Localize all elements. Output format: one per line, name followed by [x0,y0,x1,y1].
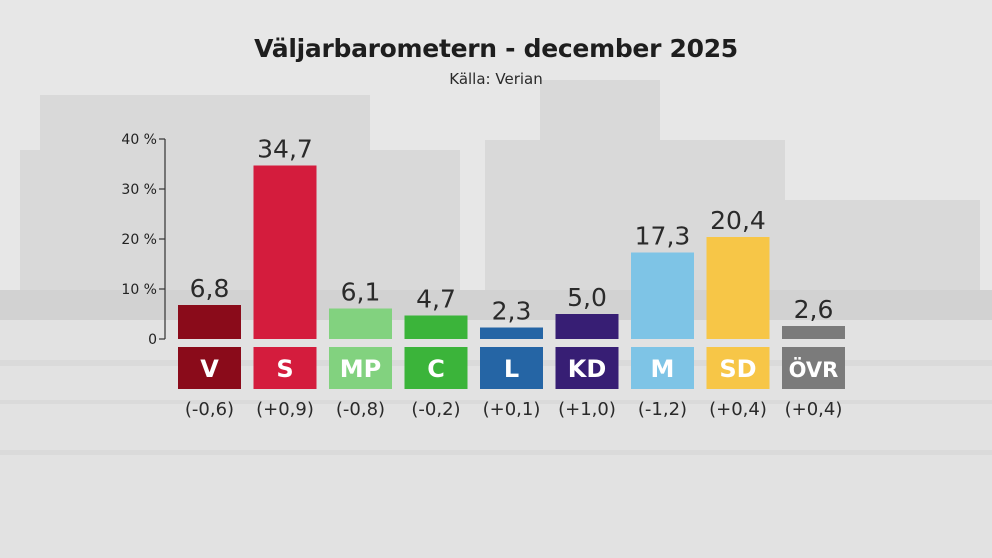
party-box-c [404,347,468,389]
value-label-mp: 6,1 [341,278,381,307]
bar-kd [555,314,619,339]
change-label-l: (+0,1) [483,399,541,420]
change-label-mp: (-0,8) [336,399,385,420]
change-label-c: (-0,2) [411,399,460,420]
party-box-mp [329,347,392,389]
party-box-sd [706,347,770,389]
bars: 6,8 V (-0,6) 34,7 S (+0,9) 6,1 MP (-0,8) 4,7 C (-0,… [178,135,845,420]
change-label-kd: (+1,0) [558,399,616,420]
party-label-övr: ÖVR [789,357,839,382]
bar-mp [329,308,392,339]
chart-source: Källa: Verian [449,70,543,88]
value-label-v: 6,8 [190,274,230,303]
value-label-sd: 20,4 [710,206,766,235]
party-box-m [631,347,694,389]
party-label-l: L [504,355,519,383]
change-label-m: (-1,2) [638,399,687,420]
chart-title: Väljarbarometern - december 2025 [254,34,738,63]
party-label-c: C [427,355,445,383]
value-label-övr: 2,6 [794,295,834,324]
value-label-c: 4,7 [416,285,456,314]
party-label-m: M [651,355,675,383]
bar-s [253,165,317,339]
bar-sd [706,237,770,339]
y-tick-label: 30 % [121,182,157,198]
party-box-l [480,347,543,389]
y-tick-label: 10 % [121,282,157,298]
party-box-kd [555,347,619,389]
bar-v [178,305,241,339]
party-label-kd: KD [568,355,607,383]
party-label-sd: SD [719,355,756,383]
party-label-mp: MP [340,355,381,383]
bar-l [480,327,543,339]
party-label-s: S [276,355,293,383]
bar-övr [782,326,845,339]
change-label-v: (-0,6) [185,399,234,420]
y-axis: 0 10 % 20 % 30 % 40 % [121,132,166,348]
value-label-l: 2,3 [492,297,532,326]
change-label-sd: (+0,4) [709,399,767,420]
party-label-v: V [200,355,219,383]
bar-m [631,252,694,339]
value-label-kd: 5,0 [567,283,607,312]
y-tick-label: 20 % [121,232,157,248]
party-box-övr [782,347,845,389]
party-box-s [253,347,317,389]
y-tick-label: 0 [148,332,157,348]
change-label-s: (+0,9) [256,399,314,420]
party-box-v [178,347,241,389]
bar-c [404,315,468,339]
change-label-övr: (+0,4) [785,399,843,420]
y-tick-label: 40 % [121,132,157,148]
value-label-m: 17,3 [635,222,691,251]
value-label-s: 34,7 [257,135,313,164]
